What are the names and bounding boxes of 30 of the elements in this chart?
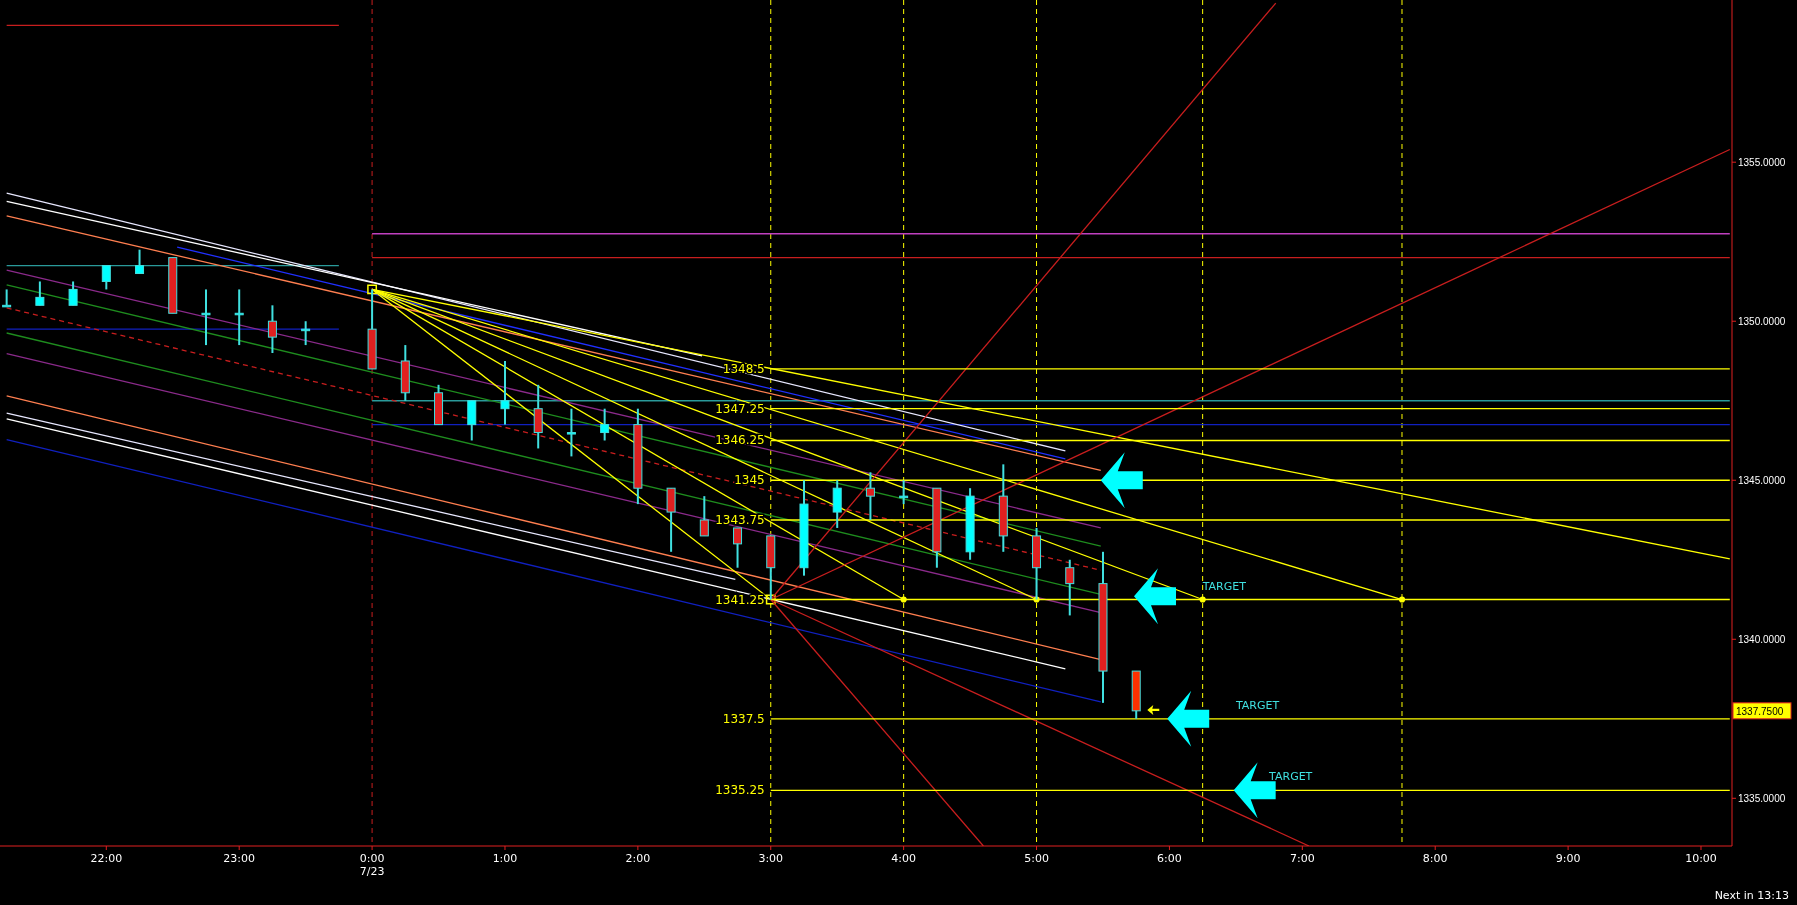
x-tick-label: 4:00 — [891, 852, 916, 865]
series-label: 1335.25 — [715, 783, 765, 798]
annotation: TARGET — [1268, 770, 1313, 784]
series-label: 1337.5 — [722, 711, 765, 726]
x-tick-label: 23:00 — [223, 852, 256, 865]
x-tick-label: 7:00 — [1289, 852, 1315, 865]
x-tick-label: 10:00 — [1685, 852, 1717, 865]
x-tick-label: 22:00 — [90, 852, 123, 865]
x-tick-label: 6:00 — [1157, 852, 1182, 865]
x-tick-label: 9:00 — [1555, 852, 1581, 865]
annotation: TARGET — [1234, 698, 1280, 712]
x-tick-label: 2:00 — [625, 852, 651, 865]
annotation: TARGET — [1201, 579, 1247, 593]
y-tick-label: 1355.0000 — [1738, 157, 1786, 169]
y-tick-label: 1340.0000 — [1738, 634, 1786, 646]
x-tick-label: 3:00 — [758, 852, 784, 865]
y-tick-label: 1335.0000 — [1738, 793, 1786, 805]
y-tick-label: 1345.0000 — [1738, 475, 1786, 487]
x-tick-label: 1:00 — [492, 852, 518, 865]
series-label: 1345 — [734, 473, 765, 488]
series-label: 1347.25 — [715, 401, 765, 416]
x-tick-label: 8:00 — [1422, 852, 1448, 865]
x-tick-label: 5:00 — [1024, 852, 1049, 865]
series-label: 1341.25 — [715, 592, 765, 607]
text: 1337.7500 — [1736, 705, 1784, 717]
series-label: 1343.75 — [715, 513, 765, 527]
text: Next in 13:13 — [1714, 889, 1789, 902]
y-tick-label: 1350.0000 — [1738, 316, 1786, 328]
x-tick-label: 0:00 7/23 — [359, 852, 385, 878]
series-label: 1346.25 — [715, 433, 765, 448]
